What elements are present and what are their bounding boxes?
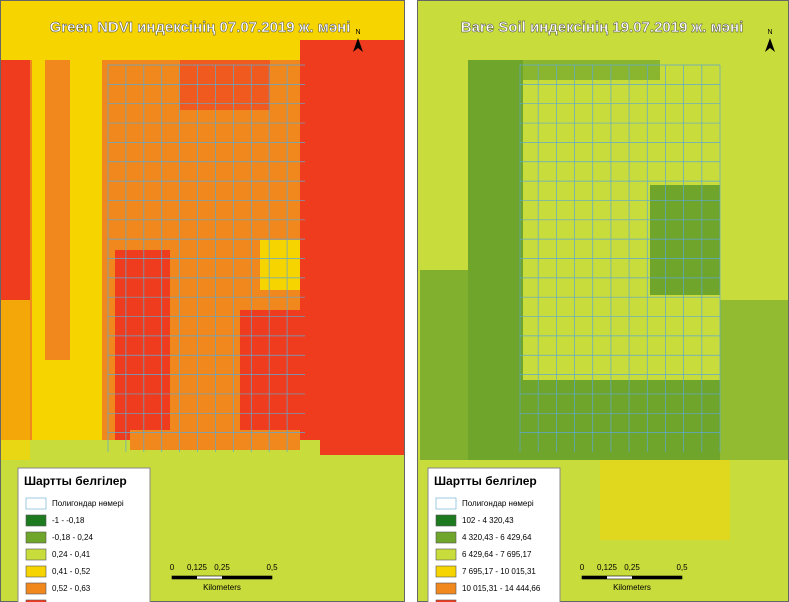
- divider: [405, 0, 417, 602]
- legend-swatch: [436, 583, 456, 594]
- legend-label: 0,52 - 0,63: [52, 584, 91, 593]
- north-label: N: [767, 29, 772, 36]
- legend-label: 6 429,64 - 7 695,17: [462, 550, 532, 559]
- scale-label: 0,125: [597, 563, 618, 572]
- scale-label: 0,5: [676, 563, 688, 572]
- maps: Green NDVI индексінің 07.07.2019 ж. мәні…: [0, 0, 789, 602]
- legend-swatch: [26, 583, 46, 594]
- legend-swatch: [436, 566, 456, 577]
- legend-label: 0,41 - 0,52: [52, 567, 91, 576]
- scale-label: 0,5: [266, 563, 278, 572]
- legend-label: Полигондар нөмері: [52, 499, 124, 508]
- legend-swatch: [436, 498, 456, 509]
- scale-bar-fill: [172, 576, 197, 579]
- legend-swatch: [26, 549, 46, 560]
- legend-swatch: [26, 498, 46, 509]
- scale-label: 0,25: [214, 563, 230, 572]
- scale-label: 0: [580, 563, 585, 572]
- scale-bar-fill: [582, 576, 607, 579]
- legend-label: 4 320,43 - 6 429,64: [462, 533, 532, 542]
- legend-label: 10 015,31 - 14 444,66: [462, 584, 541, 593]
- legend-label: 0,24 - 0,41: [52, 550, 91, 559]
- scale-unit: Kilometers: [613, 583, 651, 592]
- scale-bar-fill: [632, 576, 682, 579]
- map-title: Bare Soil индексінің 19.07.2019 ж. мәні: [461, 19, 744, 36]
- legend-swatch: [26, 532, 46, 543]
- legend-swatch: [26, 566, 46, 577]
- legend-title: Шартты белгілер: [24, 474, 127, 488]
- legend-title: Шартты белгілер: [434, 474, 537, 488]
- legend-swatch: [436, 549, 456, 560]
- legend-label: 7 695,17 - 10 015,31: [462, 567, 536, 576]
- legend-label: -0,18 - 0,24: [52, 533, 93, 542]
- legend-swatch: [436, 515, 456, 526]
- north-label: N: [355, 29, 360, 36]
- scale-bar-fill: [222, 576, 272, 579]
- scale-label: 0,25: [624, 563, 640, 572]
- map-title: Green NDVI индексінің 07.07.2019 ж. мәні: [50, 19, 351, 36]
- legend-label: 102 - 4 320,43: [462, 516, 514, 525]
- legend-swatch: [26, 515, 46, 526]
- scale-unit: Kilometers: [203, 583, 241, 592]
- legend-label: Полигондар нөмері: [462, 499, 534, 508]
- legend-label: -1 - -0,18: [52, 516, 85, 525]
- scale-label: 0,125: [187, 563, 208, 572]
- legend-swatch: [436, 532, 456, 543]
- scale-label: 0: [170, 563, 175, 572]
